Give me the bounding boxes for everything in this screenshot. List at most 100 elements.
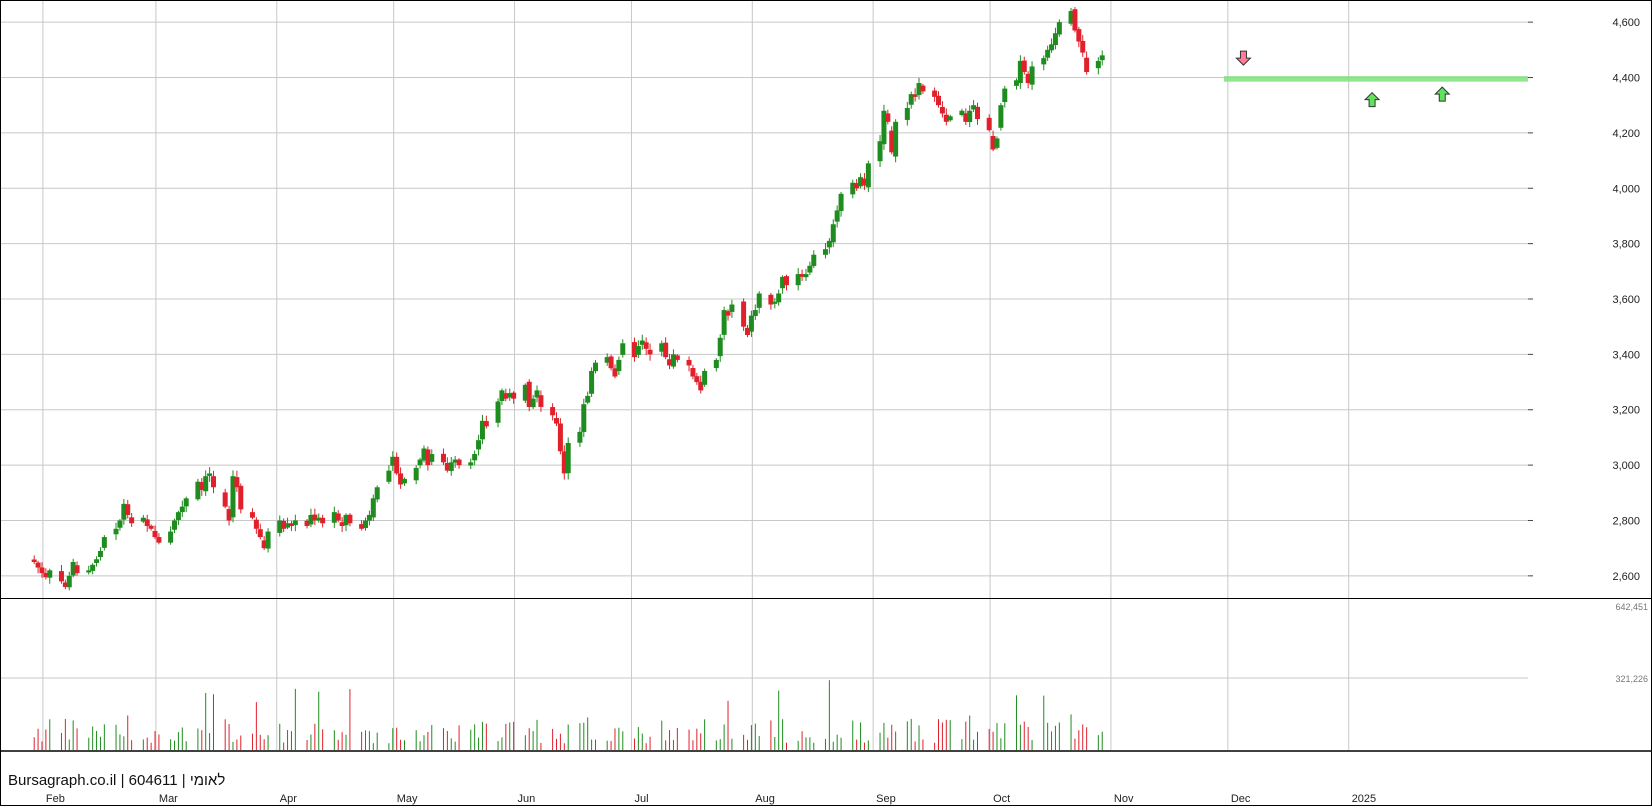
candle-body (554, 418, 560, 424)
candle-body (121, 503, 127, 520)
candle-body (339, 522, 345, 527)
candle-body (592, 362, 598, 372)
candle-body (222, 492, 228, 507)
candle-body (1025, 73, 1031, 84)
candle-body (1049, 44, 1055, 51)
date-tick-label: Sep (876, 793, 896, 805)
candle-body (374, 487, 380, 500)
volume-tick-label: 642,451 (1615, 602, 1648, 612)
candle-body (702, 370, 708, 385)
candle-body (238, 485, 244, 510)
candle-body (257, 529, 263, 538)
candle-body (97, 550, 103, 558)
candle-body (86, 570, 92, 573)
candle-body (838, 193, 844, 212)
price-tick-label: 3,400 (1612, 349, 1640, 361)
support-zone-layer (1223, 76, 1528, 82)
candle-body (62, 582, 68, 587)
candle-body (1095, 60, 1101, 69)
candle-body (748, 315, 754, 332)
candle-body (366, 514, 372, 521)
candle-body (429, 454, 435, 462)
candle-body (74, 565, 80, 574)
candle-body (359, 524, 365, 529)
candle-body (210, 476, 216, 488)
candle-body (413, 467, 419, 481)
candle-body (58, 571, 64, 582)
candle-body (904, 107, 910, 120)
candle-body (1072, 9, 1078, 31)
date-tick-label: 2025 (1352, 793, 1376, 805)
candle-body (741, 301, 747, 327)
watermark-code: 604611 (128, 772, 178, 789)
candle-body (756, 293, 762, 308)
candle-body (281, 520, 287, 529)
candle-body (854, 183, 860, 189)
candle-body (604, 357, 610, 363)
candle-body (117, 520, 123, 528)
candle-body (335, 513, 341, 521)
candle-body (452, 459, 458, 463)
date-tick-label: Mar (159, 793, 178, 805)
candle-body (752, 310, 758, 317)
candle-body (865, 163, 871, 188)
candle-body (94, 559, 100, 563)
candle-body (312, 514, 318, 521)
candle-body (959, 110, 965, 116)
candle-body (101, 537, 107, 548)
candle-body (698, 381, 704, 391)
candle-body (947, 116, 953, 121)
candle-body (421, 448, 427, 461)
candle-body (799, 274, 805, 277)
candle-body (916, 83, 922, 95)
candle-body (1099, 55, 1105, 61)
support-zone (1223, 76, 1528, 82)
candle-body (768, 294, 774, 305)
watermark-site: Bursagraph.co.il (8, 772, 117, 789)
candle-body (1029, 66, 1035, 85)
candle-body (893, 121, 899, 157)
candle-body (394, 456, 400, 474)
candle-body (331, 512, 337, 523)
watermark-separator-2: | (177, 772, 190, 789)
candle-body (203, 476, 209, 492)
candle-body (620, 343, 626, 355)
candle-body (667, 359, 673, 366)
candle-body (530, 398, 536, 408)
candle-body (912, 94, 918, 97)
price-tick-label: 4,200 (1612, 128, 1640, 140)
candle-body (507, 393, 513, 398)
candle-body (175, 512, 181, 521)
candle-body (663, 342, 669, 358)
candle-body (253, 519, 259, 529)
candle-body (670, 354, 676, 367)
candle-body (780, 276, 786, 289)
candle-body (608, 356, 614, 369)
price-tick-label: 3,200 (1612, 405, 1640, 417)
candle-body (850, 182, 856, 195)
candle-body (285, 523, 291, 528)
candle-body (858, 177, 864, 187)
candle-body (183, 498, 189, 507)
candle-body (199, 482, 205, 491)
candle-body (971, 105, 977, 110)
candle-body (1041, 58, 1047, 65)
date-tick-label: Aug (755, 793, 775, 805)
candle-body (1013, 80, 1019, 86)
candle-body (401, 478, 407, 484)
candle-body (448, 462, 454, 471)
candle-body (156, 537, 162, 543)
candle-body (386, 470, 392, 482)
candle-body (308, 514, 314, 525)
candle-body (230, 476, 236, 518)
candle-body (1002, 88, 1008, 103)
candle-body (495, 401, 501, 423)
candle-body (125, 504, 131, 515)
candle-body (1017, 60, 1023, 84)
date-tick-label: Jul (634, 793, 648, 805)
candle-body (783, 276, 789, 286)
candle-body (721, 310, 727, 335)
date-axis: Feb Mar Apr May Jun Jul Aug Sep Oct Nov Dec 2025 (46, 793, 1376, 805)
candle-body (440, 453, 446, 463)
candle-body (920, 85, 926, 92)
